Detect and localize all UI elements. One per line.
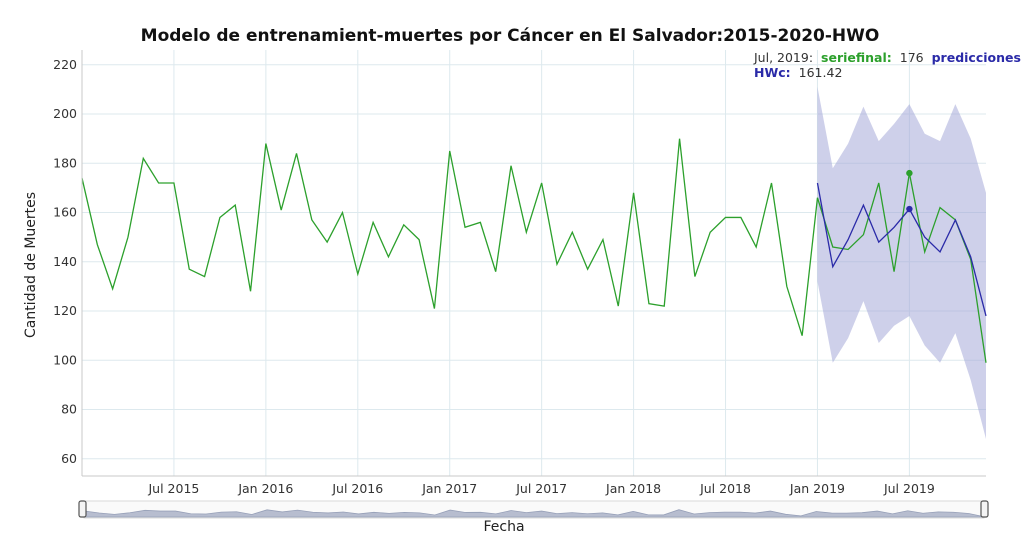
x-tick-labels: Jul 2015 Jan 2016 Jul 2016 Jan 2017 Jul 2017…: [147, 481, 934, 496]
x-tick-label: Jul 2016: [331, 481, 383, 496]
svg-text:HWc: 161.42: HWc: 161.42: [754, 65, 842, 80]
series-line-hwc[interactable]: [816, 182, 987, 317]
y-tick-label: 100: [53, 352, 77, 367]
highlight-point-hwc[interactable]: [906, 205, 913, 213]
hover-tooltip: Jul, 2019: seriefinal: 176 predicciones …: [753, 50, 1021, 80]
x-tick-label: Jul 2015: [147, 481, 199, 496]
x-tick-label: Jul 2019: [883, 481, 935, 496]
x-tick-label: Jan 2017: [421, 481, 477, 496]
y-tick-labels: 60 80 100 120 140 160 180 200 220: [53, 57, 77, 466]
range-slider-right-handle[interactable]: [980, 500, 989, 518]
x-tick-label: Jan 2016: [237, 481, 293, 496]
range-slider-left-handle[interactable]: [78, 500, 87, 518]
x-tick-label: Jan 2018: [605, 481, 661, 496]
tooltip-series-b-name: HWc:: [754, 65, 791, 80]
series-line-seriefinal[interactable]: [81, 138, 987, 363]
x-axis-label: Fecha: [483, 519, 524, 535]
chart-title: Modelo de entrenamient-muertes por Cánce…: [141, 26, 880, 46]
x-tick-label: Jul 2018: [699, 481, 751, 496]
tooltip-series-a-value: 176: [900, 50, 924, 65]
tooltip-predicciones-label: predicciones: [932, 50, 1021, 65]
highlight-point-seriefinal[interactable]: [906, 169, 913, 177]
x-tick-label: Jul 2017: [515, 481, 567, 496]
y-tick-label: 160: [53, 205, 77, 220]
tooltip-series-a-name: seriefinal:: [821, 50, 892, 65]
prediction-band: [817, 86, 986, 440]
y-tick-label: 80: [61, 402, 77, 417]
plot-area[interactable]: [81, 86, 987, 440]
range-slider[interactable]: [78, 500, 989, 519]
x-tick-label: Jan 2019: [789, 481, 845, 496]
svg-text:Jul, 2019: seriefinal:: Jul, 2019: seriefinal: 176 predicciones: [753, 50, 1021, 65]
y-tick-label: 60: [61, 451, 77, 466]
tooltip-date: Jul, 2019:: [753, 50, 813, 65]
y-tick-label: 140: [53, 254, 77, 269]
range-slider-preview: [83, 509, 985, 518]
y-tick-label: 220: [53, 57, 77, 72]
y-axis-label: Cantidad de Muertes: [23, 192, 39, 338]
tooltip-series-b-value: 161.42: [799, 65, 843, 80]
y-tick-label: 120: [53, 303, 77, 318]
y-tick-label: 180: [53, 155, 77, 170]
y-tick-label: 200: [53, 106, 77, 121]
